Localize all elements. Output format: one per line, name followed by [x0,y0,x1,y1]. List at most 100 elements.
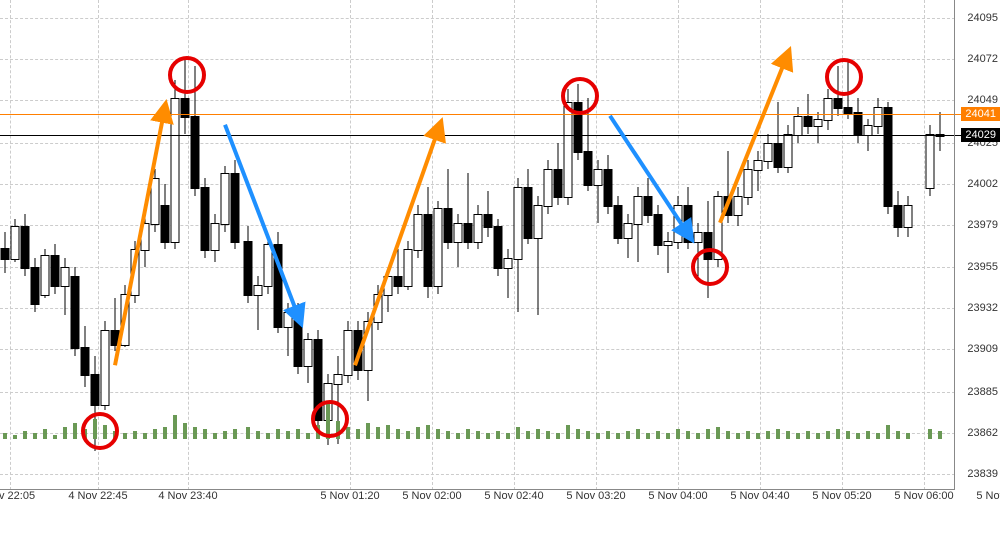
y-tick-label: 23955 [967,261,998,273]
volume-bar [586,431,590,439]
volume-bar [566,425,570,439]
y-axis: 2383923862238852390923932239552397924002… [955,0,1000,490]
volume-bar [626,431,630,439]
volume-bar [486,433,490,439]
volume-bar [736,433,740,439]
y-tick-label: 24049 [967,94,998,106]
volume-bar [33,433,37,439]
volume-bar [576,429,580,439]
volume-bar [646,433,650,439]
volume-bar [406,431,410,439]
volume-bar [13,435,17,439]
volume-bar [886,425,890,439]
plot-area[interactable] [0,0,955,490]
volume-bar [616,433,620,439]
volume-bar [233,429,237,439]
price-tag: 24029 [961,128,1000,142]
volume-bar [53,435,57,439]
volume-bar [596,433,600,439]
volume-bar [466,429,470,439]
volume-bar [256,431,260,439]
y-tick-label: 23909 [967,343,998,355]
volume-bar [386,425,390,439]
x-tick-label: 5 Nov 02:40 [484,490,543,502]
volume-bar [143,433,147,439]
highlight-circle [691,248,729,286]
volume-bar [123,433,127,439]
x-tick-label: 5 Nov 02:00 [402,490,461,502]
volume-bar [636,429,640,439]
volume-bar [816,433,820,439]
x-tick-label: Nov 22:05 [0,490,35,502]
volume-bars [0,399,955,439]
volume-bar [726,431,730,439]
volume-bar [806,431,810,439]
volume-bar [306,433,310,439]
x-tick-label: 5 Nov 01:20 [320,490,379,502]
volume-bar [836,429,840,439]
volume-bar [266,433,270,439]
volume-bar [876,433,880,439]
x-axis: Nov 22:054 Nov 22:454 Nov 23:405 Nov 01:… [0,486,955,506]
volume-bar [656,431,660,439]
y-tick-label: 23839 [967,468,998,480]
volume-bar [73,423,77,439]
volume-bar [506,433,510,439]
volume-bar [666,433,670,439]
volume-bar [776,429,780,439]
volume-bar [846,431,850,439]
highlight-circle [825,58,863,96]
x-tick-label: 5 Nov 05:20 [812,490,871,502]
volume-bar [526,431,530,439]
volume-bar [23,431,27,439]
highlight-circle [561,77,599,115]
volume-bar [706,429,710,439]
volume-bar [676,429,680,439]
volume-bar [906,433,910,439]
volume-bar [246,427,250,439]
volume-bar [163,427,167,439]
volume-bar [856,433,860,439]
volume-bar [173,415,177,439]
volume-bar [896,431,900,439]
volume-bar [366,423,370,439]
volume-bar [356,429,360,439]
volume-bar [436,429,440,439]
volume-bar [133,431,137,439]
volume-bar [153,429,157,439]
x-tick-label: 5 Nov 06:00 [894,490,953,502]
volume-bar [536,429,540,439]
volume-bar [213,433,217,439]
volume-bar [796,433,800,439]
volume-bar [756,433,760,439]
volume-bar [606,431,610,439]
volume-bar [516,427,520,439]
volume-bar [546,431,550,439]
y-tick-label: 23979 [967,219,998,231]
volume-bar [746,431,750,439]
volume-bar [938,431,942,439]
volume-bar [183,423,187,439]
volume-bar [716,427,720,439]
volume-bar [456,433,460,439]
volume-bar [203,429,207,439]
volume-bar [286,431,290,439]
price-line [0,135,1000,136]
volume-bar [686,431,690,439]
volume-bar [556,433,560,439]
y-tick-label: 23885 [967,386,998,398]
volume-bar [276,429,280,439]
volume-bar [63,427,67,439]
volume-bar [396,429,400,439]
volume-bar [476,431,480,439]
x-tick-label: 5 Nov 06:40 [976,490,1000,502]
volume-bar [928,429,932,439]
y-tick-label: 24095 [967,12,998,24]
y-tick-label: 24002 [967,178,998,190]
volume-bar [866,431,870,439]
candlestick-chart[interactable]: 2383923862238852390923932239552397924002… [0,0,1000,541]
highlight-circle [81,412,119,450]
volume-bar [223,431,227,439]
volume-bar [3,433,7,439]
volume-bar [696,433,700,439]
